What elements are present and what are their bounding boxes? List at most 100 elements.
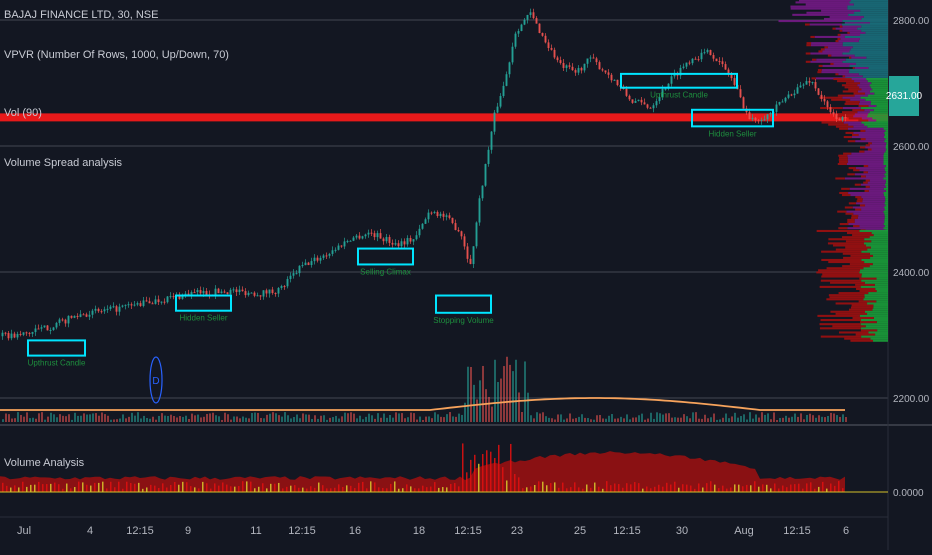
- volume-profile-up-bar: [883, 177, 888, 180]
- volume-profile-up-bar: [867, 125, 888, 128]
- volume-analysis-bar: [358, 482, 360, 492]
- volume-bar: [437, 414, 439, 422]
- volume-profile-down-bar: [842, 90, 858, 93]
- volume-bar: [686, 416, 688, 422]
- volume-bar: [542, 412, 544, 422]
- volume-bar: [551, 418, 553, 422]
- candle-body: [655, 101, 658, 106]
- candle-body: [814, 82, 817, 89]
- vsa-box: [620, 72, 738, 89]
- volume-analysis-bar: [306, 488, 308, 492]
- candle-body: [454, 223, 457, 230]
- volume-profile-purple-bar: [855, 140, 885, 143]
- candle-body: [223, 291, 226, 293]
- volume-profile-down-bar: [828, 238, 865, 241]
- volume-analysis-bar: [338, 484, 340, 492]
- volume-bar: [752, 418, 754, 422]
- volume-profile-down-bar: [827, 54, 832, 57]
- volume-profile-up-bar: [858, 40, 888, 43]
- volume-analysis-bar: [262, 483, 264, 492]
- volume-profile-down-bar: [817, 314, 860, 317]
- volume-bar: [236, 416, 238, 422]
- volume-profile-up-bar: [844, 35, 888, 38]
- volume-profile-purple-bar: [868, 119, 877, 122]
- volume-profile-down-bar: [830, 62, 834, 65]
- volume-profile-down-bar: [821, 275, 862, 278]
- volume-profile-up-bar: [869, 84, 888, 87]
- volume-bar: [623, 418, 625, 422]
- candle-body: [340, 245, 343, 247]
- volume-profile-up-bar: [852, 46, 888, 49]
- volume-profile-up-bar: [861, 25, 888, 28]
- candle-body: [535, 18, 538, 24]
- volume-bar: [590, 419, 592, 422]
- volume-bar: [95, 413, 97, 422]
- volume-bar: [425, 416, 427, 422]
- time-axis-tick: Aug: [734, 525, 754, 537]
- volume-bar: [5, 413, 7, 422]
- volume-bar: [173, 416, 175, 422]
- volume-profile-up-bar: [884, 173, 888, 176]
- volume-profile-down-bar: [868, 142, 872, 145]
- candle-body: [703, 52, 706, 54]
- volume-bar: [845, 417, 847, 422]
- volume-analysis-bar: [666, 482, 668, 492]
- volume-bar: [89, 414, 91, 422]
- volume-bar: [2, 419, 4, 422]
- volume-profile-down-bar: [847, 140, 856, 143]
- volume-analysis-bar: [734, 484, 736, 492]
- volume-profile-purple-bar: [824, 48, 851, 51]
- candle-body: [730, 74, 733, 79]
- volume-bar: [44, 419, 46, 422]
- volume-profile-down-bar: [844, 206, 853, 209]
- volume-profile-down-bar: [842, 75, 846, 78]
- volume-profile-down-bar: [842, 265, 870, 268]
- volume-analysis-bar: [486, 450, 488, 492]
- candle-body: [115, 306, 118, 312]
- volume-bar: [470, 366, 472, 422]
- volume-analysis-bar: [150, 484, 152, 492]
- volume-profile-down-bar: [828, 123, 849, 126]
- candle-body: [400, 241, 403, 247]
- legend-volume-analysis: Volume Analysis: [4, 457, 85, 469]
- volume-profile-purple-bar: [848, 123, 865, 126]
- volume-bar: [212, 412, 214, 422]
- volume-bar: [701, 418, 703, 422]
- volume-analysis-bar: [606, 481, 608, 492]
- volume-profile-down-bar: [843, 256, 871, 259]
- volume-bar: [149, 418, 151, 422]
- candle-body: [325, 255, 328, 257]
- volume-analysis-bar: [526, 487, 528, 492]
- candle-body: [760, 119, 763, 121]
- volume-analysis-bar: [414, 488, 416, 492]
- volume-profile-up-bar: [885, 208, 888, 211]
- volume-analysis-bar: [514, 473, 516, 492]
- volume-analysis-bar: [78, 481, 80, 492]
- volume-analysis-bar: [334, 487, 336, 492]
- volume-bar: [218, 416, 220, 422]
- candle-body: [37, 328, 40, 330]
- volume-profile-down-bar: [860, 146, 866, 149]
- candle-body: [664, 88, 667, 90]
- volume-profile-purple-bar: [862, 198, 886, 201]
- volume-bar: [464, 402, 466, 422]
- volume-profile-down-bar: [839, 29, 843, 32]
- volume-bar: [389, 415, 391, 422]
- volume-profile-down-bar: [833, 244, 867, 247]
- candle-body: [598, 62, 601, 70]
- volume-bar: [539, 413, 541, 422]
- volume-profile-up-bar: [885, 185, 888, 188]
- volume-bar: [386, 417, 388, 422]
- volume-profile-down-bar: [852, 133, 859, 137]
- candle-body: [217, 288, 220, 294]
- candle-body: [475, 222, 478, 247]
- candle-body: [829, 107, 832, 113]
- volume-analysis-bar: [690, 485, 692, 492]
- volume-analysis-bar: [534, 484, 536, 492]
- volume-profile-up-bar: [871, 82, 888, 85]
- volume-analysis-bar: [774, 483, 776, 492]
- volume-profile-down-bar: [867, 148, 872, 151]
- volume-analysis-bar: [818, 486, 820, 492]
- volume-profile-up-bar: [873, 306, 888, 309]
- volume-profile-down-bar: [855, 283, 875, 286]
